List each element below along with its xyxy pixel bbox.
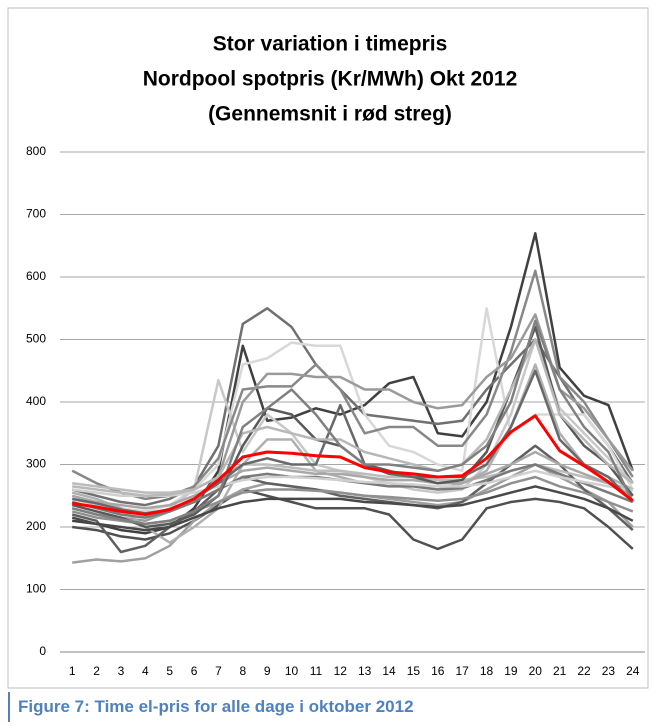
x-tick-label: 22 [577,664,591,678]
x-tick-label: 17 [456,664,470,678]
series-line [72,488,634,551]
x-tick-label: 9 [264,664,271,678]
x-tick-label: 19 [504,664,518,678]
x-tick-label: 20 [529,664,543,678]
x-tick-label: 14 [382,664,396,678]
x-tick-label: 2 [93,664,100,678]
chart-title: Stor variation i timepris [213,33,448,56]
y-tick-label: 600 [26,269,46,283]
series-line [71,444,634,554]
x-tick-label: 5 [166,664,173,678]
y-tick-label: 700 [26,207,46,221]
x-tick-label: 24 [626,664,640,678]
y-tick-label: 400 [26,394,46,408]
y-tick-label: 500 [26,332,46,346]
x-tick-label: 11 [310,664,323,678]
y-tick-label: 0 [39,644,46,658]
series-line [71,319,634,526]
x-tick-label: 1 [69,664,76,678]
x-tick-label: 8 [239,664,246,678]
x-tick-label: 13 [358,664,372,678]
x-tick-label: 10 [285,664,299,678]
y-tick-label: 200 [26,519,46,533]
chart-title: Nordpool spotpris (Kr/MWh) Okt 2012 [143,68,518,91]
x-tick-label: 12 [334,664,348,678]
y-tick-label: 100 [26,582,46,596]
figure-caption: Figure 7: Time el-pris for alle dage i o… [8,692,648,722]
x-tick-label: 7 [215,664,222,678]
x-tick-label: 16 [431,664,445,678]
x-tick-label: 18 [480,664,494,678]
series-line [71,485,634,532]
y-tick-label: 800 [26,144,46,158]
x-tick-label: 23 [602,664,616,678]
chart: Stor variation i timepris Nordpool spotp… [7,7,649,689]
x-tick-label: 3 [118,664,125,678]
x-tick-label: 4 [142,664,149,678]
x-tick-label: 15 [407,664,421,678]
x-tick-label: 6 [191,664,198,678]
y-tick-label: 300 [26,457,46,471]
series-line [71,450,634,510]
chart-title: (Gennemsnit i rød streg) [208,103,452,126]
series-line [71,414,634,516]
x-tick-label: 21 [553,664,567,678]
series-line [72,338,634,498]
